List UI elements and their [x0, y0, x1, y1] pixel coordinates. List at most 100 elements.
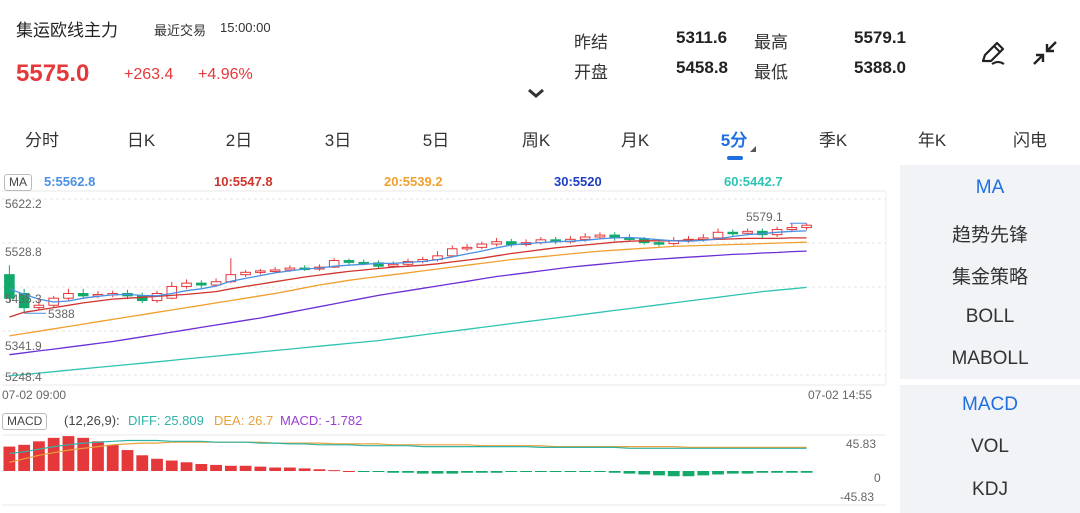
- pen-draw-icon[interactable]: [976, 36, 1010, 70]
- candle-down: [77, 292, 89, 297]
- low-value: 5388.0: [854, 58, 906, 77]
- macd-bar-positive: [47, 437, 60, 471]
- time-end-label: 07-02 14:55: [808, 388, 873, 402]
- ma-legend-pill[interactable]: MA: [4, 174, 32, 191]
- candle-up: [240, 271, 251, 276]
- macd-bar-positive: [254, 466, 267, 471]
- candle-up: [284, 267, 296, 271]
- indicator-macd[interactable]: MACD: [962, 394, 1018, 415]
- macd-bar-negative: [402, 471, 414, 473]
- macd-bar-negative: [475, 471, 488, 473]
- macd-bar-positive: [151, 458, 163, 471]
- sub-indicator-panel: [900, 385, 1080, 513]
- macd-bar-positive: [343, 471, 355, 472]
- ma20-line: [9, 241, 807, 337]
- price-tick-label: 5435.3: [5, 292, 42, 306]
- high-value: 5579.1: [854, 28, 906, 47]
- macd-tick-label: 0: [874, 471, 881, 485]
- macd-bar-negative: [638, 471, 651, 475]
- indicator-gold-strategy[interactable]: 集金策略: [951, 267, 1028, 288]
- indicator-boll[interactable]: BOLL: [965, 306, 1015, 327]
- tab-week-k[interactable]: 周K: [521, 131, 551, 150]
- open-label: 开盘: [574, 63, 608, 82]
- macd-bar-negative: [431, 471, 444, 474]
- chevron-down-icon[interactable]: [527, 87, 545, 99]
- macd-tick-label: 45.83: [846, 437, 877, 451]
- candle-down: [4, 274, 15, 299]
- macd-bar-negative: [726, 471, 739, 474]
- macd-bar-positive: [298, 468, 311, 471]
- ma60-legend: 60:5442.7: [724, 174, 783, 189]
- macd-bar-positive: [92, 441, 104, 471]
- indicator-kdj[interactable]: KDJ: [972, 479, 1008, 500]
- macd-bar-positive: [210, 464, 222, 471]
- tab-5min[interactable]: 5分: [720, 131, 748, 150]
- last-price: 5575.0: [16, 60, 90, 87]
- macd-bar-negative: [490, 471, 503, 473]
- macd-bar-negative: [505, 471, 518, 472]
- macd-bar-negative: [785, 471, 798, 473]
- tab-flash[interactable]: 闪电: [1013, 131, 1047, 150]
- tab-5day[interactable]: 5日: [422, 131, 450, 150]
- high-label: 最高: [754, 33, 788, 52]
- macd-bar-negative: [741, 471, 754, 474]
- macd-bar-positive: [224, 465, 237, 471]
- candle-up: [387, 263, 399, 267]
- ma5-legend: 5:5562.8: [44, 174, 96, 189]
- candle-up: [594, 234, 606, 238]
- macd-diff-legend: DIFF: 25.809: [128, 413, 204, 428]
- candle-up: [476, 243, 488, 248]
- ma5-line: [9, 230, 807, 303]
- candle-up: [461, 246, 473, 250]
- macd-bar-negative: [800, 471, 813, 473]
- macd-bar-positive: [18, 444, 31, 471]
- tab-menu-caret-icon[interactable]: [750, 146, 756, 152]
- macd-bar-negative: [771, 471, 783, 473]
- macd-params: (12,26,9):: [64, 413, 120, 428]
- price-tick-label: 5248.4: [5, 370, 42, 384]
- candle-up: [181, 282, 192, 287]
- macd-bar-negative: [697, 471, 710, 476]
- candle-up: [801, 224, 812, 229]
- macd-bar-positive: [136, 455, 149, 471]
- candle-down: [653, 242, 665, 245]
- macd-bar-positive: [313, 469, 326, 471]
- time-start-label: 07-02 09:00: [2, 388, 67, 402]
- indicator-vol[interactable]: VOL: [970, 436, 1010, 457]
- kline-chart-area[interactable]: MA 5:5562.8 10:5547.8 20:5539.2 30:5520 …: [0, 165, 900, 513]
- tab-day-k[interactable]: 日K: [126, 131, 156, 150]
- indicator-maboll[interactable]: MABOLL: [951, 348, 1029, 369]
- main-indicator-panel: [900, 165, 1080, 379]
- macd-bar-negative: [446, 471, 459, 474]
- indicator-ma[interactable]: MA: [975, 177, 1005, 198]
- candle-down: [343, 260, 355, 263]
- tab-intraday[interactable]: 分时: [25, 131, 59, 150]
- macd-bar-positive: [239, 465, 252, 471]
- tab-3day[interactable]: 3日: [324, 131, 352, 150]
- period-tabs: 分时 日K 2日 3日 5日 周K 月K 5分 季K 年K 闪电: [0, 118, 1080, 160]
- macd-legend-pill[interactable]: MACD: [2, 413, 48, 430]
- candle-down: [18, 292, 30, 309]
- macd-bar-positive: [165, 460, 178, 471]
- macd-bar-negative: [653, 471, 665, 476]
- candle-down: [727, 231, 739, 235]
- last-trade-time: 15:00:00: [220, 20, 271, 35]
- price-tick-label: 5622.2: [5, 197, 42, 211]
- shrink-icon[interactable]: [1028, 36, 1062, 70]
- macd-bar-negative: [461, 471, 473, 473]
- kline-chart-svg[interactable]: [0, 165, 900, 513]
- tab-year-k[interactable]: 年K: [917, 131, 947, 150]
- tab-month-k[interactable]: 月K: [620, 131, 650, 150]
- ma10-legend: 10:5547.8: [214, 174, 273, 189]
- candle-up: [269, 269, 281, 272]
- macd-bar-positive: [3, 446, 16, 471]
- candle-up: [446, 248, 458, 257]
- tab-2day[interactable]: 2日: [225, 131, 253, 150]
- ma30-line: [9, 250, 807, 356]
- tab-season-k[interactable]: 季K: [818, 131, 848, 150]
- macd-bar-negative: [623, 471, 636, 474]
- indicator-trend-pioneer[interactable]: 趋势先锋: [951, 225, 1028, 246]
- macd-bar-negative: [387, 471, 400, 473]
- high-marker-label: 5579.1: [746, 210, 783, 224]
- macd-bar-positive: [62, 436, 75, 471]
